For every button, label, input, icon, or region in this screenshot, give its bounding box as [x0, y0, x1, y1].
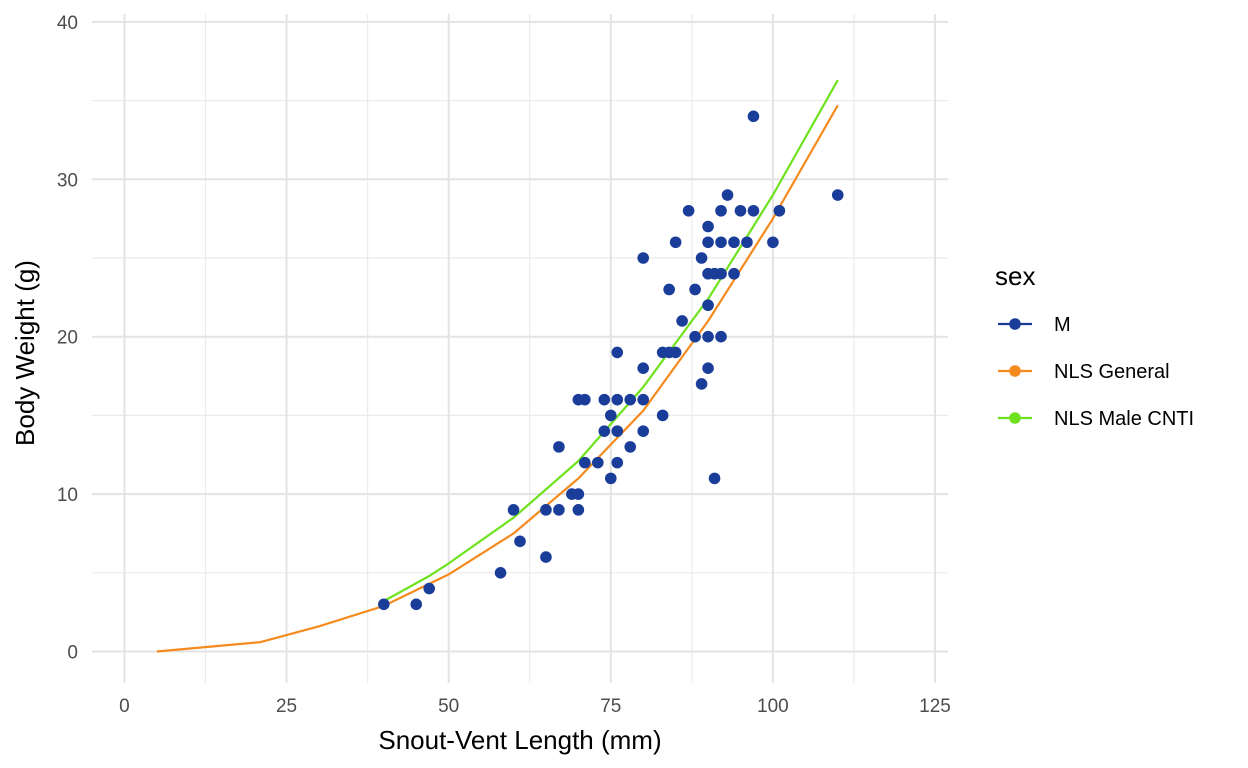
data-point: [624, 393, 637, 406]
data-point: [728, 236, 740, 249]
data-point: [598, 393, 611, 406]
data-point: [695, 378, 708, 390]
data-point: [540, 504, 552, 516]
plot-panel: [92, 14, 948, 683]
legend-key-point: [1009, 412, 1021, 424]
y-tick-label: 40: [57, 13, 78, 34]
data-point: [689, 330, 701, 343]
data-point: [831, 189, 844, 201]
legend-title: sex: [995, 261, 1035, 291]
data-point: [663, 283, 675, 296]
data-point: [682, 204, 695, 217]
x-tick-label: 25: [276, 696, 297, 717]
legend-key-point: [1009, 318, 1021, 330]
data-point: [702, 330, 714, 343]
x-tick-label: 50: [438, 696, 459, 717]
data-point: [378, 598, 390, 611]
y-axis-title: Body Weight (g): [10, 260, 40, 446]
series-line-nls-general: [156, 104, 839, 653]
data-point: [494, 567, 507, 579]
legend: sex M NLS General NLS Male CNTI: [995, 261, 1194, 430]
data-point: [604, 409, 617, 422]
legend-label: M: [1054, 314, 1071, 336]
data-point: [611, 346, 624, 359]
data-point: [773, 204, 786, 217]
data-point: [702, 220, 714, 233]
x-axis-ticks: 0 25 50 75 100 125: [119, 696, 951, 717]
data-point: [728, 267, 740, 280]
grid-major: [92, 14, 948, 683]
data-point: [611, 425, 624, 437]
data-point: [715, 330, 727, 343]
data-point: [715, 204, 727, 217]
data-points: [378, 110, 844, 611]
data-point: [637, 362, 650, 374]
data-point: [572, 488, 585, 500]
data-point: [598, 425, 611, 437]
x-axis-title: Snout-Vent Length (mm): [378, 725, 661, 755]
data-point: [611, 393, 624, 406]
data-point: [747, 110, 760, 123]
series-line-nls-male-cnti: [383, 79, 839, 603]
data-point: [611, 456, 624, 469]
data-point: [579, 393, 591, 406]
data-point: [423, 582, 436, 595]
data-point: [747, 204, 760, 217]
data-point: [604, 472, 617, 485]
data-point: [721, 189, 734, 201]
data-point: [715, 267, 727, 280]
data-point: [553, 441, 565, 453]
data-point: [592, 456, 604, 469]
x-tick-label: 0: [119, 696, 130, 717]
data-point: [656, 409, 669, 422]
data-point: [767, 236, 779, 249]
grid-minor: [92, 14, 948, 683]
data-point: [741, 236, 753, 249]
y-tick-label: 20: [57, 328, 78, 349]
data-point: [637, 393, 650, 406]
y-tick-label: 30: [57, 170, 78, 191]
fit-lines: [156, 79, 839, 653]
data-point: [579, 456, 591, 469]
data-point: [637, 252, 650, 264]
data-point: [410, 598, 423, 611]
x-tick-label: 125: [919, 696, 951, 717]
data-point: [624, 441, 637, 453]
y-tick-label: 10: [57, 485, 78, 506]
data-point: [669, 346, 682, 359]
y-axis-ticks: 0 10 20 30 40: [57, 13, 78, 664]
data-point: [637, 425, 650, 437]
data-point: [715, 236, 727, 249]
data-point: [676, 315, 688, 327]
data-point: [669, 236, 682, 249]
y-tick-label: 0: [67, 643, 78, 664]
data-point: [553, 504, 565, 516]
data-point: [514, 535, 526, 548]
legend-label: NLS General: [1054, 361, 1170, 383]
data-point: [702, 362, 714, 374]
data-point: [572, 504, 585, 516]
data-point: [734, 204, 747, 217]
data-point: [540, 551, 552, 563]
data-point: [689, 283, 701, 296]
data-point: [507, 504, 520, 516]
data-point: [708, 472, 721, 485]
x-tick-label: 100: [757, 696, 789, 717]
legend-key-point: [1009, 365, 1021, 377]
data-point: [702, 236, 714, 249]
data-point: [702, 299, 714, 312]
data-point: [695, 252, 708, 264]
x-tick-label: 75: [600, 696, 621, 717]
legend-label: NLS Male CNTI: [1054, 408, 1194, 430]
